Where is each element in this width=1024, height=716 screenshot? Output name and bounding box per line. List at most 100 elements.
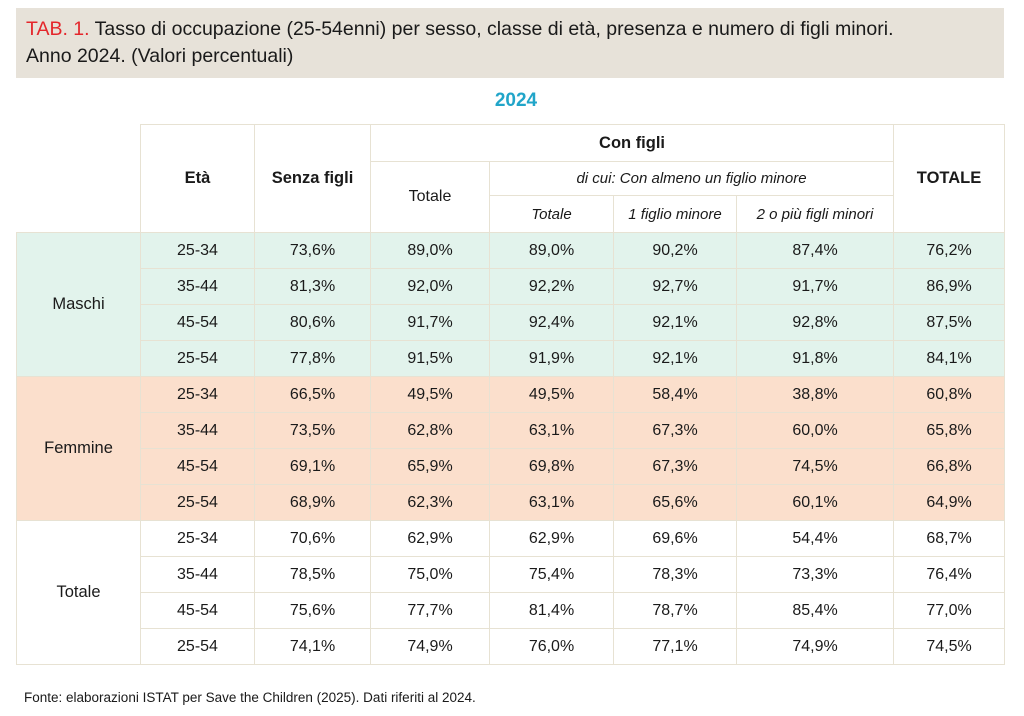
value-cell: 90,2% <box>613 232 737 269</box>
value-cell: 91,7% <box>370 304 490 341</box>
value-cell: 62,8% <box>370 412 490 449</box>
value-cell: 73,5% <box>254 412 371 449</box>
value-cell: 60,8% <box>893 376 1006 413</box>
source-note: Fonte: elaborazioni ISTAT per Save the C… <box>24 690 476 705</box>
value-cell: 62,9% <box>489 520 614 557</box>
value-cell: 74,9% <box>370 628 490 665</box>
caption-text: Tasso di occupazione (25-54enni) per ses… <box>94 18 894 40</box>
value-cell: 92,7% <box>613 268 737 305</box>
value-cell: 63,1% <box>489 412 614 449</box>
value-cell: 77,7% <box>370 592 490 629</box>
value-cell: 77,0% <box>893 592 1006 629</box>
value-cell: 76,0% <box>489 628 614 665</box>
value-cell: 77,8% <box>254 340 371 377</box>
group-label: Totale <box>16 520 141 665</box>
value-cell: 84,1% <box>893 340 1006 377</box>
value-cell: 92,4% <box>489 304 614 341</box>
value-cell: 78,5% <box>254 556 371 593</box>
value-cell: 65,8% <box>893 412 1006 449</box>
value-cell: 92,1% <box>613 304 737 341</box>
age-cell: 25-34 <box>140 520 255 557</box>
table-row: Maschi 25-34 73,6% 89,0% 89,0% 90,2% 87,4% 76,2… <box>16 232 1006 377</box>
value-cell: 75,0% <box>370 556 490 593</box>
header-uno-figlio: 1 figlio minore <box>613 195 737 233</box>
employment-table: Età Senza figli Con figli TOTALE Totale … <box>16 124 1006 665</box>
value-cell: 38,8% <box>735 376 895 413</box>
value-cell: 58,4% <box>613 376 737 413</box>
value-cell: 73,6% <box>254 232 371 269</box>
age-cell: 45-54 <box>140 592 255 629</box>
age-cell: 25-54 <box>140 484 255 521</box>
header-totale: TOTALE <box>893 124 1006 233</box>
value-cell: 68,9% <box>254 484 371 521</box>
value-cell: 76,4% <box>893 556 1006 593</box>
value-cell: 91,7% <box>735 268 895 305</box>
value-cell: 73,3% <box>735 556 895 593</box>
value-cell: 86,9% <box>893 268 1006 305</box>
caption-line2: Anno 2024. (Valori percentuali) <box>26 45 294 67</box>
table-row: Totale 25-34 70,6% 62,9% 62,9% 69,6% 54,4% 68,7… <box>16 520 1006 665</box>
header-eta: Età <box>140 124 255 233</box>
age-cell: 35-44 <box>140 412 255 449</box>
age-cell: 35-44 <box>140 556 255 593</box>
value-cell: 62,9% <box>370 520 490 557</box>
value-cell: 63,1% <box>489 484 614 521</box>
value-cell: 49,5% <box>370 376 490 413</box>
value-cell: 91,8% <box>735 340 895 377</box>
age-cell: 45-54 <box>140 304 255 341</box>
age-cell: 25-34 <box>140 376 255 413</box>
value-cell: 66,5% <box>254 376 371 413</box>
value-cell: 60,1% <box>735 484 895 521</box>
value-cell: 67,3% <box>613 412 737 449</box>
value-cell: 77,1% <box>613 628 737 665</box>
value-cell: 74,5% <box>893 628 1006 665</box>
table-row: 45-54 75,6% 77,7% 81,4% 78,7% 85,4% 77,0% <box>16 592 1006 629</box>
value-cell: 80,6% <box>254 304 371 341</box>
table-row: 25-54 77,8% 91,5% 91,9% 92,1% 91,8% 84,1% <box>16 340 1006 377</box>
caption-prefix: TAB. 1. <box>26 18 90 40</box>
group-label: Maschi <box>16 232 141 377</box>
value-cell: 64,9% <box>893 484 1006 521</box>
value-cell: 78,7% <box>613 592 737 629</box>
value-cell: 70,6% <box>254 520 371 557</box>
table-row: 45-54 80,6% 91,7% 92,4% 92,1% 92,8% 87,5% <box>16 304 1006 341</box>
value-cell: 68,7% <box>893 520 1006 557</box>
table-caption: TAB. 1. Tasso di occupazione (25-54enni)… <box>16 8 1004 78</box>
corner-cell <box>16 124 141 233</box>
value-cell: 81,3% <box>254 268 371 305</box>
value-cell: 92,1% <box>613 340 737 377</box>
value-cell: 54,4% <box>735 520 895 557</box>
value-cell: 78,3% <box>613 556 737 593</box>
value-cell: 74,1% <box>254 628 371 665</box>
value-cell: 92,0% <box>370 268 490 305</box>
value-cell: 49,5% <box>489 376 614 413</box>
age-cell: 45-54 <box>140 448 255 485</box>
table-row: 35-44 81,3% 92,0% 92,2% 92,7% 91,7% 86,9% <box>16 268 1006 305</box>
value-cell: 87,4% <box>735 232 895 269</box>
header-con-figli-totale: Totale <box>370 161 490 233</box>
table-row: 35-44 78,5% 75,0% 75,4% 78,3% 73,3% 76,4% <box>16 556 1006 593</box>
value-cell: 74,5% <box>735 448 895 485</box>
value-cell: 65,9% <box>370 448 490 485</box>
table-row: 45-54 69,1% 65,9% 69,8% 67,3% 74,5% 66,8% <box>16 448 1006 485</box>
value-cell: 65,6% <box>613 484 737 521</box>
year-heading: 2024 <box>494 90 538 111</box>
age-cell: 25-34 <box>140 232 255 269</box>
value-cell: 92,2% <box>489 268 614 305</box>
header-con-figli: Con figli <box>369 124 895 162</box>
table-row: 35-44 73,5% 62,8% 63,1% 67,3% 60,0% 65,8% <box>16 412 1006 449</box>
value-cell: 67,3% <box>613 448 737 485</box>
table-row: 25-54 74,1% 74,9% 76,0% 77,1% 74,9% 74,5% <box>16 628 1006 665</box>
header-senza-figli: Senza figli <box>254 124 371 233</box>
value-cell: 60,0% <box>735 412 895 449</box>
value-cell: 81,4% <box>489 592 614 629</box>
value-cell: 69,6% <box>613 520 737 557</box>
value-cell: 69,1% <box>254 448 371 485</box>
group-label: Femmine <box>16 376 141 521</box>
header-di-cui: di cui: Con almeno un figlio minore <box>488 161 895 196</box>
value-cell: 75,4% <box>489 556 614 593</box>
value-cell: 89,0% <box>370 232 490 269</box>
value-cell: 75,6% <box>254 592 371 629</box>
header-due-figli: 2 o più figli minori <box>735 195 895 233</box>
age-cell: 25-54 <box>140 340 255 377</box>
